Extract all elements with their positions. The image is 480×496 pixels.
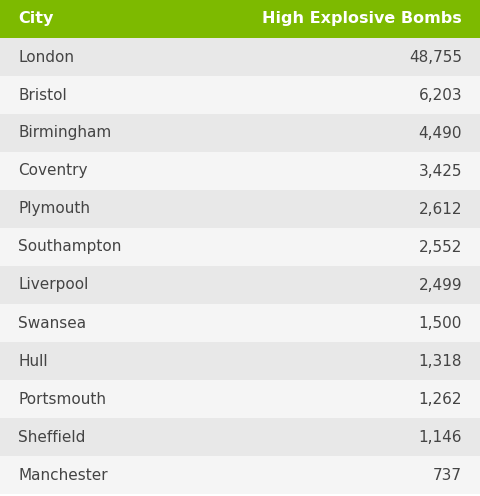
Text: High Explosive Bombs: High Explosive Bombs	[262, 11, 462, 26]
Text: City: City	[18, 11, 53, 26]
Text: Sheffield: Sheffield	[18, 430, 85, 444]
Bar	[0, 380, 480, 418]
Bar	[0, 304, 480, 342]
Bar	[0, 342, 480, 380]
Text: London: London	[18, 50, 74, 64]
Bar	[0, 76, 480, 114]
Text: 1,318: 1,318	[419, 354, 462, 369]
Bar	[0, 266, 480, 304]
Text: 6,203: 6,203	[419, 87, 462, 103]
Text: Hull: Hull	[18, 354, 48, 369]
Text: 2,552: 2,552	[419, 240, 462, 254]
Text: Manchester: Manchester	[18, 468, 108, 483]
Bar	[0, 418, 480, 456]
Bar	[0, 152, 480, 190]
Text: 2,499: 2,499	[419, 277, 462, 293]
Text: 737: 737	[433, 468, 462, 483]
Text: 2,612: 2,612	[419, 201, 462, 216]
Text: 1,500: 1,500	[419, 315, 462, 330]
Text: Swansea: Swansea	[18, 315, 86, 330]
Text: Liverpool: Liverpool	[18, 277, 88, 293]
Text: 1,262: 1,262	[419, 391, 462, 407]
Text: 1,146: 1,146	[419, 430, 462, 444]
Text: Coventry: Coventry	[18, 164, 87, 179]
Text: Birmingham: Birmingham	[18, 125, 111, 140]
Bar	[0, 228, 480, 266]
Bar	[0, 38, 480, 76]
Text: Portsmouth: Portsmouth	[18, 391, 106, 407]
Bar	[0, 114, 480, 152]
Bar	[0, 456, 480, 494]
Text: 3,425: 3,425	[419, 164, 462, 179]
Text: Bristol: Bristol	[18, 87, 67, 103]
Bar	[0, 0, 480, 38]
Text: 48,755: 48,755	[409, 50, 462, 64]
Text: Southampton: Southampton	[18, 240, 121, 254]
Text: Plymouth: Plymouth	[18, 201, 90, 216]
Bar	[0, 190, 480, 228]
Text: 4,490: 4,490	[419, 125, 462, 140]
